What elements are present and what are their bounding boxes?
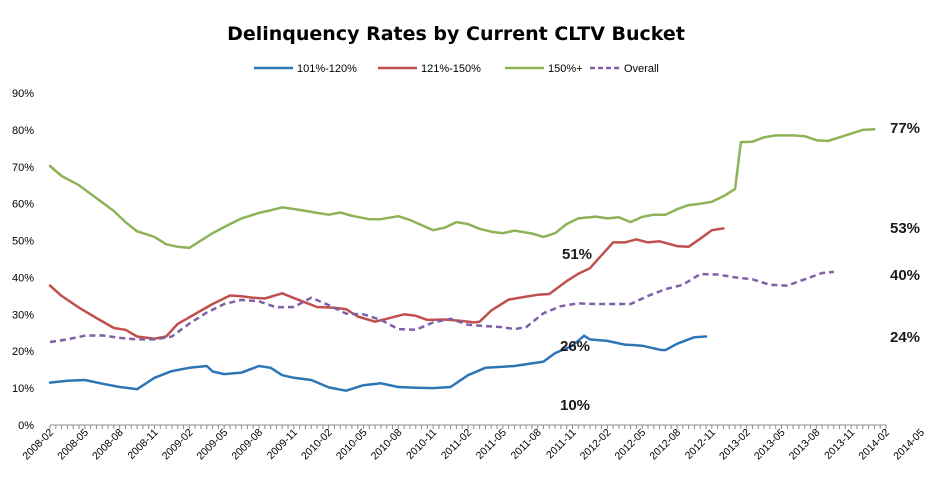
- x-tick-label: 2012-05: [613, 427, 649, 463]
- legend-label-121-150: 121%-150%: [421, 63, 481, 75]
- annotation-101-120-low: 10%: [560, 397, 590, 414]
- x-tick-label: 2010-05: [334, 427, 370, 463]
- x-tick-label: 2009-08: [229, 427, 265, 463]
- x-tick-label: 2012-11: [683, 427, 718, 462]
- x-tick-label: 2009-02: [160, 427, 196, 463]
- x-tick-label: 2008-05: [55, 427, 91, 463]
- x-tick-label: 2008-11: [125, 427, 160, 462]
- annotation-121-150-end: 53%: [890, 220, 920, 237]
- annotation-overall-low: 26%: [560, 338, 590, 355]
- x-tick-label: 2014-02: [856, 427, 892, 463]
- annotation-overall-end: 40%: [890, 267, 920, 284]
- x-tick-label: 2009-11: [265, 427, 300, 462]
- x-tick-label: 2012-02: [578, 427, 614, 463]
- y-tick-label: 70%: [12, 162, 34, 174]
- y-tick-label: 90%: [12, 88, 34, 100]
- series-line-101-120: [48, 334, 708, 392]
- annotation-150-low: 51%: [562, 246, 592, 263]
- x-axis: 2008-02 2008-05 2008-08 2008-11 2009-02 2009-…: [20, 424, 927, 463]
- x-tick-label: 2011-08: [509, 427, 544, 462]
- legend: 101%-120% 121%-150% 150%+ Overall: [254, 63, 659, 75]
- annotation-101-120-end: 24%: [890, 329, 920, 346]
- x-tick-label: 2010-08: [369, 427, 405, 463]
- legend-label-150-plus: 150%+: [548, 63, 583, 75]
- x-tick-label: 2010-02: [299, 427, 335, 463]
- series-line-121-150: [48, 227, 725, 340]
- chart-title: Delinquency Rates by Current CLTV Bucket: [227, 23, 685, 45]
- x-tick-label: 2011-02: [439, 427, 474, 462]
- y-tick-label: 40%: [12, 272, 34, 284]
- x-tick-label: 2012-08: [647, 427, 683, 463]
- series-layer: [48, 127, 876, 392]
- annotations: 77% 53% 40% 24% 51% 26% 10%: [560, 120, 920, 414]
- x-tick-label: 2014-05: [891, 427, 927, 463]
- y-tick-label: 60%: [12, 199, 34, 211]
- y-tick-label: 50%: [12, 236, 34, 248]
- x-tick-label: 2013-05: [752, 427, 788, 463]
- annotation-150-end: 77%: [890, 120, 920, 137]
- x-tick-label: 2013-11: [822, 427, 857, 462]
- x-tick-label: 2011-11: [544, 427, 579, 462]
- x-tick-label: 2013-02: [717, 427, 753, 463]
- y-tick-label: 30%: [12, 309, 34, 321]
- x-tick-label: 2009-05: [195, 427, 231, 463]
- x-tick-label: 2013-08: [787, 427, 823, 463]
- y-tick-label: 80%: [12, 125, 34, 137]
- legend-label-overall: Overall: [624, 63, 659, 75]
- x-tick-label: 2011-05: [474, 427, 509, 462]
- y-axis: 0% 10% 20% 30% 40% 50% 60% 70% 80% 90%: [12, 88, 34, 432]
- y-tick-label: 20%: [12, 346, 34, 358]
- series-line-overall: [49, 270, 834, 344]
- x-tick-label: 2008-08: [90, 427, 126, 463]
- y-tick-label: 0%: [18, 420, 34, 432]
- x-tick-label: 2010-11: [404, 427, 439, 462]
- y-tick-label: 10%: [12, 383, 34, 395]
- series-line-150: [48, 127, 876, 250]
- legend-label-101-120: 101%-120%: [297, 63, 357, 75]
